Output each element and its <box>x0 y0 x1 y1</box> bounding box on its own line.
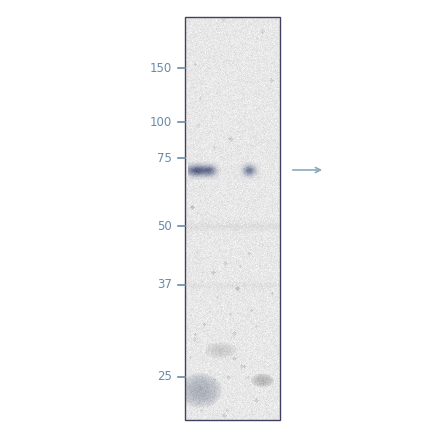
Text: 25: 25 <box>157 370 172 384</box>
Text: 50: 50 <box>157 220 172 232</box>
Bar <box>185 17 280 420</box>
Text: 100: 100 <box>150 116 172 128</box>
Text: 37: 37 <box>157 279 172 292</box>
Text: 75: 75 <box>157 152 172 164</box>
Text: 150: 150 <box>150 61 172 75</box>
